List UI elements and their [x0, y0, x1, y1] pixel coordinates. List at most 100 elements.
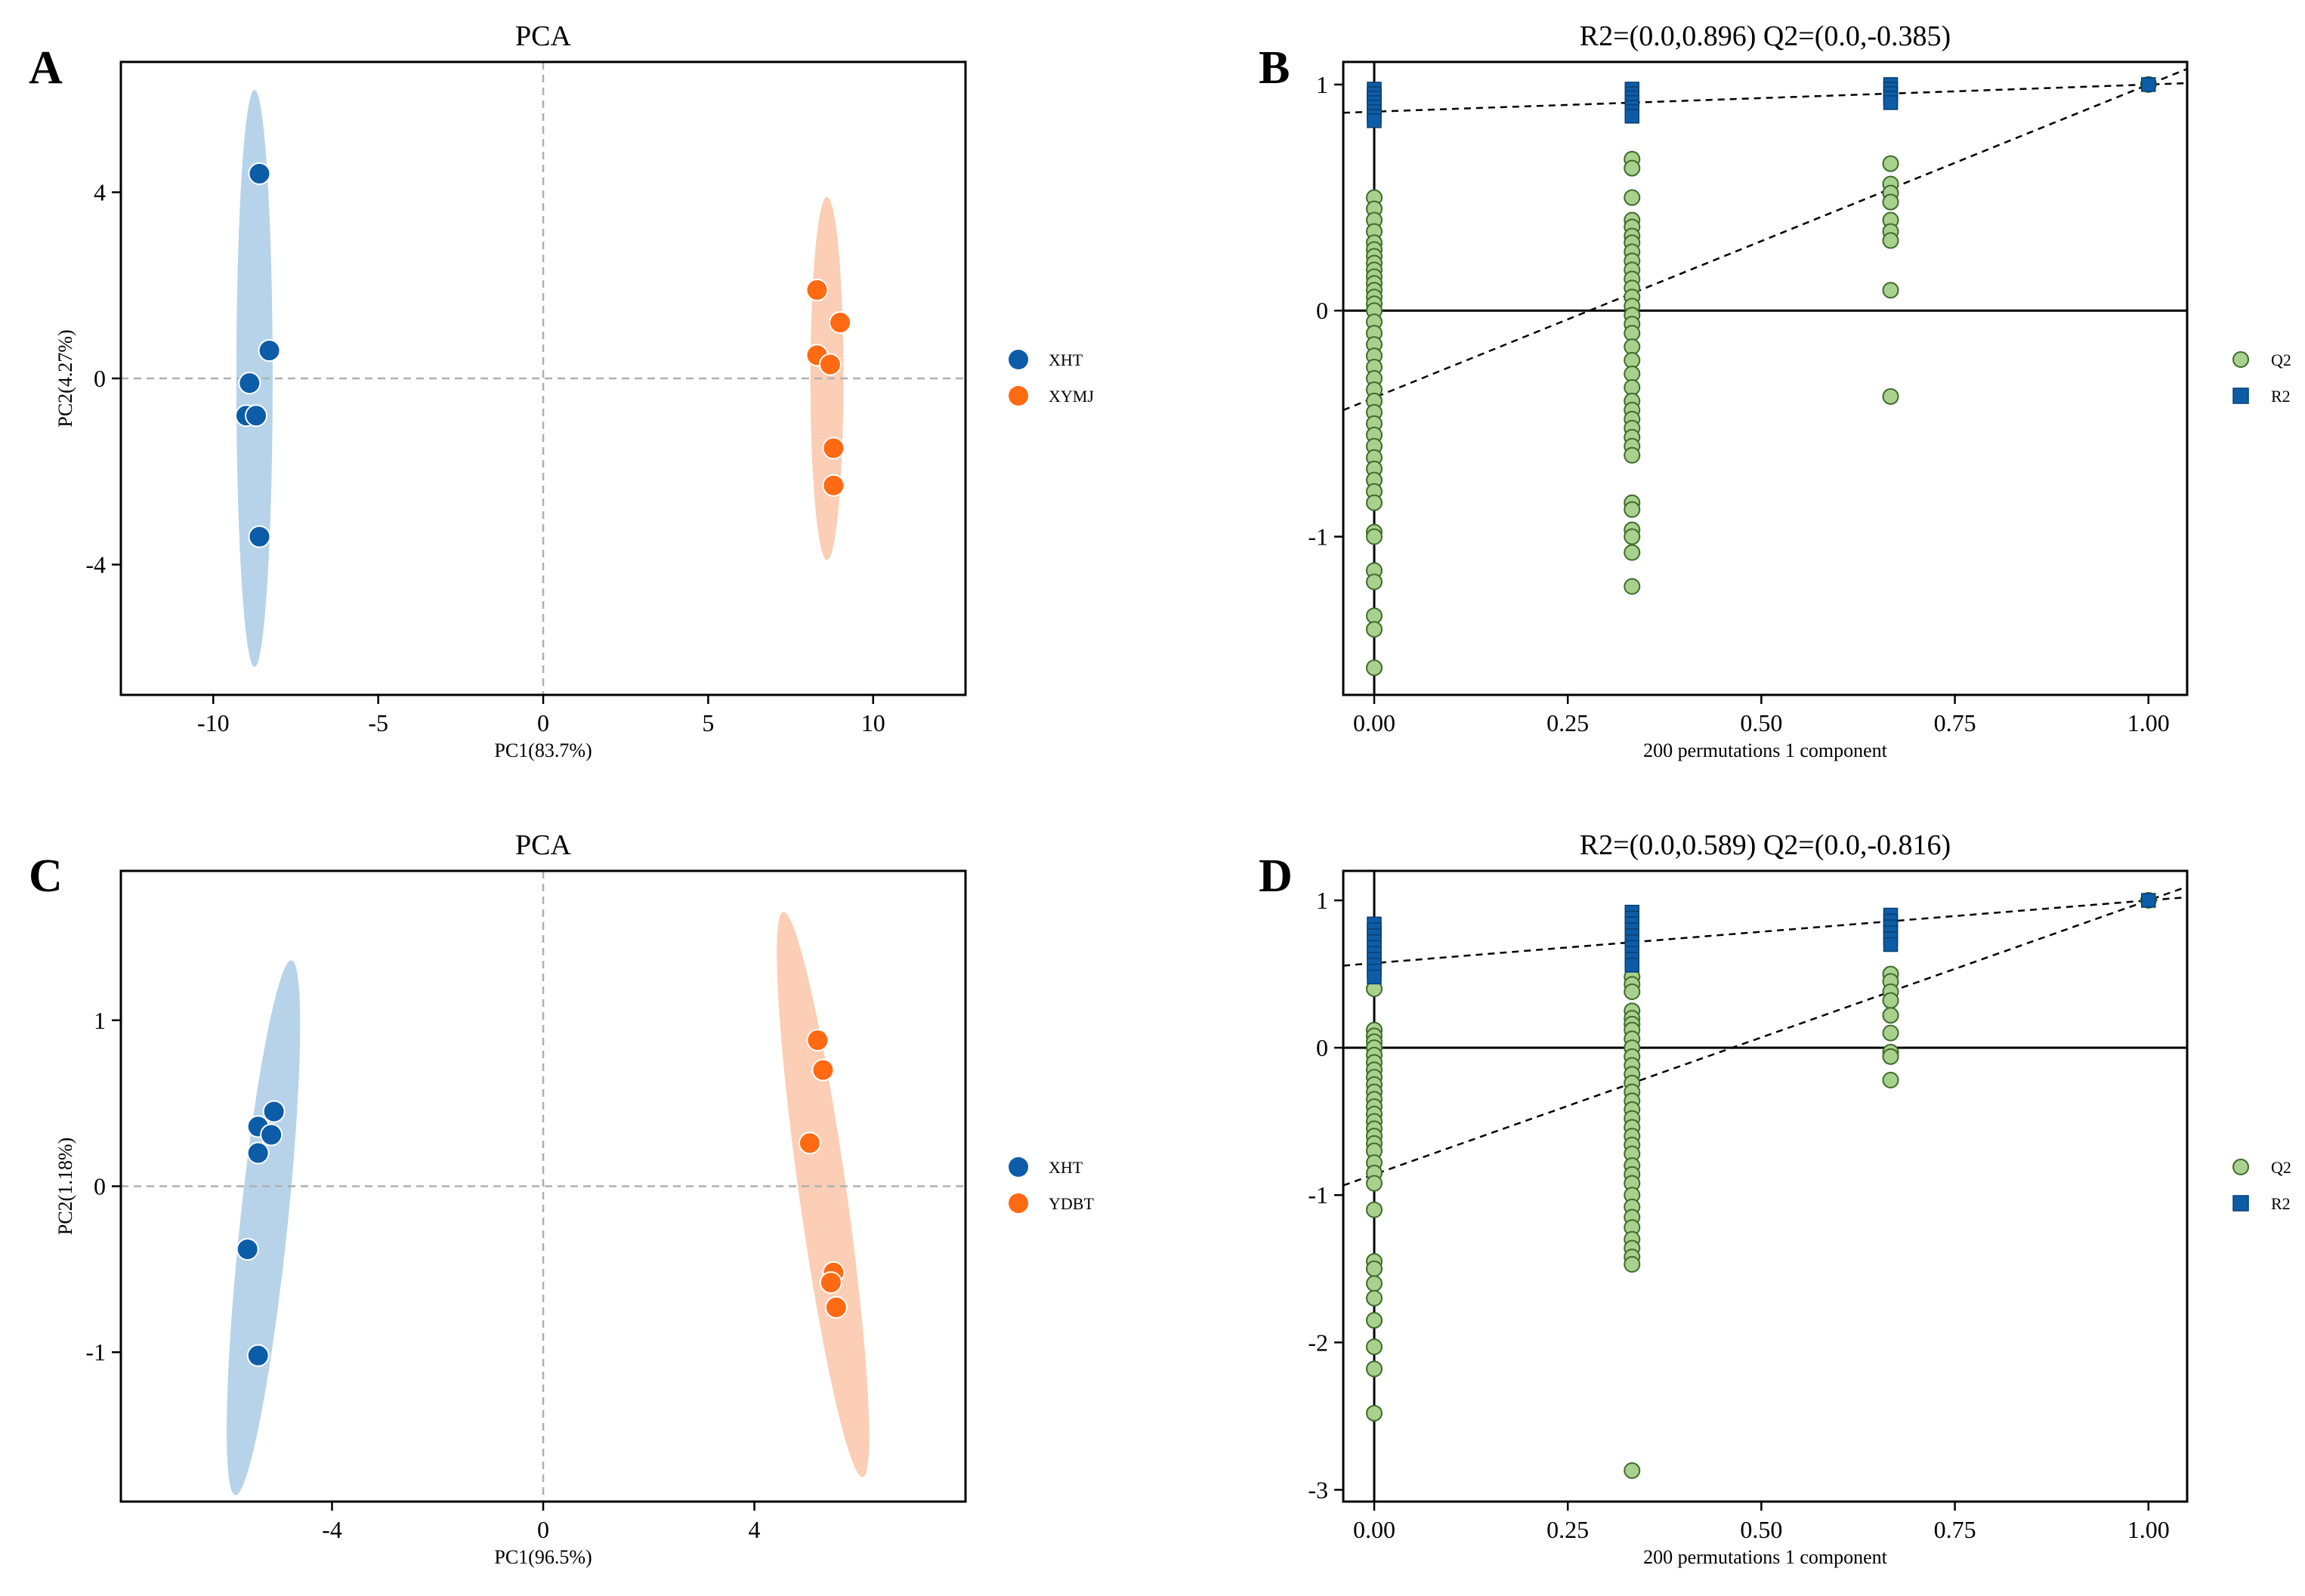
data-point-q2: [1365, 1175, 1383, 1192]
data-point-q2: [1882, 1072, 1899, 1089]
confidence-ellipse-ydbt: [777, 912, 870, 1477]
data-point-ydbt: [798, 1131, 821, 1155]
legend-marker-r2: [2232, 387, 2249, 404]
y-tick-label: 4: [94, 179, 106, 206]
y-tick-label: 0: [1316, 297, 1328, 324]
data-point-q2: [1624, 528, 1641, 545]
data-point-r2: [1883, 937, 1899, 952]
legend-label-ydbt: YDBT: [1049, 1194, 1094, 1213]
x-tick-label: 0.75: [1934, 709, 1976, 736]
data-point-q2: [1624, 159, 1641, 177]
x-tick-label: 0.75: [1934, 1516, 1976, 1543]
data-point-q2: [1882, 387, 1899, 405]
data-point-r2: [1883, 95, 1899, 110]
x-tick-label: 0: [537, 1516, 549, 1543]
plot-area: [1343, 871, 2187, 1502]
chart-title: R2=(0.0,0.589) Q2=(0.0,-0.816): [1580, 829, 1951, 861]
x-axis-label: 200 permutations 1 component: [1643, 739, 1888, 761]
y-tick-label: 0: [94, 1173, 106, 1200]
data-point-r2: [1624, 109, 1639, 124]
chart-title: R2=(0.0,0.896) Q2=(0.0,-0.385): [1580, 20, 1951, 52]
x-tick-label: 0.00: [1353, 709, 1395, 736]
data-point-q2: [1882, 1048, 1899, 1065]
legend-label-xht: XHT: [1049, 350, 1083, 369]
legend-marker-xht: [1009, 1157, 1028, 1177]
y-tick-label: 1: [94, 1007, 106, 1034]
x-tick-label: -4: [322, 1516, 342, 1543]
x-tick-label: 0.50: [1740, 709, 1782, 736]
panel-c: C PCA -4 0 4 -1 0 1 PC1(96.5%) PC2(1.18%) XHT YDBT: [29, 829, 1094, 1568]
panel-letter: C: [29, 850, 63, 902]
data-point-q2: [1365, 1275, 1383, 1292]
y-tick-label: -4: [85, 551, 106, 578]
data-point-xht: [238, 372, 261, 395]
data-point-q2: [1882, 282, 1899, 299]
data-point-q2: [1365, 573, 1383, 591]
chart-title: PCA: [515, 20, 571, 52]
y-tick-label: 0: [94, 365, 106, 392]
data-point-ydbt: [824, 1295, 848, 1319]
data-point-q2: [1365, 1360, 1383, 1378]
data-point-ydbt: [811, 1058, 835, 1082]
y-axis-label: PC2(4.27%): [54, 329, 76, 427]
data-point-q2: [1624, 1255, 1641, 1273]
panel-letter: A: [29, 42, 63, 94]
data-point-q2: [1882, 155, 1899, 172]
x-tick-label: 0.00: [1353, 1516, 1395, 1543]
data-point-q2: [1624, 1462, 1641, 1480]
regression-line-q2: [1343, 68, 2187, 412]
x-tick-label: 0.25: [1546, 709, 1589, 736]
data-point-xht: [258, 339, 281, 363]
x-tick-label: 1.00: [2127, 1516, 2170, 1543]
plot-area: [1343, 62, 2187, 695]
legend-label-xymj: XYMJ: [1049, 387, 1094, 406]
data-point-q2: [1365, 1289, 1383, 1307]
legend-marker-xymj: [1009, 386, 1028, 406]
x-tick-label: -10: [197, 709, 230, 736]
y-tick-label: -1: [1308, 1181, 1328, 1209]
data-point-q2: [1882, 193, 1899, 211]
data-point-xht: [262, 1100, 286, 1123]
data-point-xymj: [805, 278, 829, 301]
data-point-xymj: [822, 437, 845, 460]
panel-d: D R2=(0.0,0.589) Q2=(0.0,-0.816) 0.00 0.25 0…: [1259, 829, 2291, 1568]
panel-a: A PCA -10 -5 0 5 10 -4 0 4 PC1(83.7%) PC2(4.27%) XHT…: [29, 20, 1094, 761]
plot-area: [121, 871, 966, 1502]
x-axis-label: PC1(83.7%): [494, 739, 592, 761]
data-point-q2: [1882, 992, 1899, 1009]
data-point-q2: [1624, 501, 1641, 518]
regression-line-r2: [1343, 82, 2187, 114]
legend-marker-q2: [2232, 1159, 2249, 1175]
data-point-q2: [1882, 232, 1899, 249]
data-point-q2: [1365, 621, 1383, 638]
panel-letter: B: [1259, 42, 1290, 94]
legend-label-q2: Q2: [2271, 1158, 2291, 1177]
data-point-q2: [1882, 1007, 1899, 1024]
data-point-r2: [1624, 958, 1639, 973]
legend-marker-ydbt: [1009, 1193, 1028, 1213]
data-point-q2: [1882, 1024, 1899, 1042]
data-point-xht: [248, 162, 271, 185]
data-point-q2: [1365, 1201, 1383, 1218]
data-point-xht: [260, 1123, 283, 1147]
plot-frame: [1342, 60, 2189, 696]
regression-line-r2: [1343, 896, 2187, 967]
chart-title: PCA: [515, 829, 571, 861]
confidence-ellipse-xht: [227, 960, 301, 1496]
data-point-xht: [248, 525, 271, 548]
data-point-r2: [2141, 77, 2156, 92]
y-tick-label: -2: [1308, 1329, 1328, 1356]
x-tick-label: 5: [702, 709, 714, 736]
data-point-xht: [245, 404, 268, 428]
legend-label-r2: R2: [2271, 1194, 2291, 1213]
x-tick-label: 0.25: [1546, 1516, 1589, 1543]
data-point-q2: [1624, 983, 1641, 1000]
panel-b: B R2=(0.0,0.896) Q2=(0.0,-0.385) 0.00 0.25 0…: [1259, 20, 2291, 761]
x-tick-label: -5: [368, 709, 388, 736]
data-point-q2: [1365, 1312, 1383, 1329]
data-point-r2: [1367, 113, 1382, 128]
data-point-xht: [246, 1141, 270, 1165]
plot-frame: [1342, 869, 2189, 1503]
data-point-q2: [1365, 528, 1383, 545]
